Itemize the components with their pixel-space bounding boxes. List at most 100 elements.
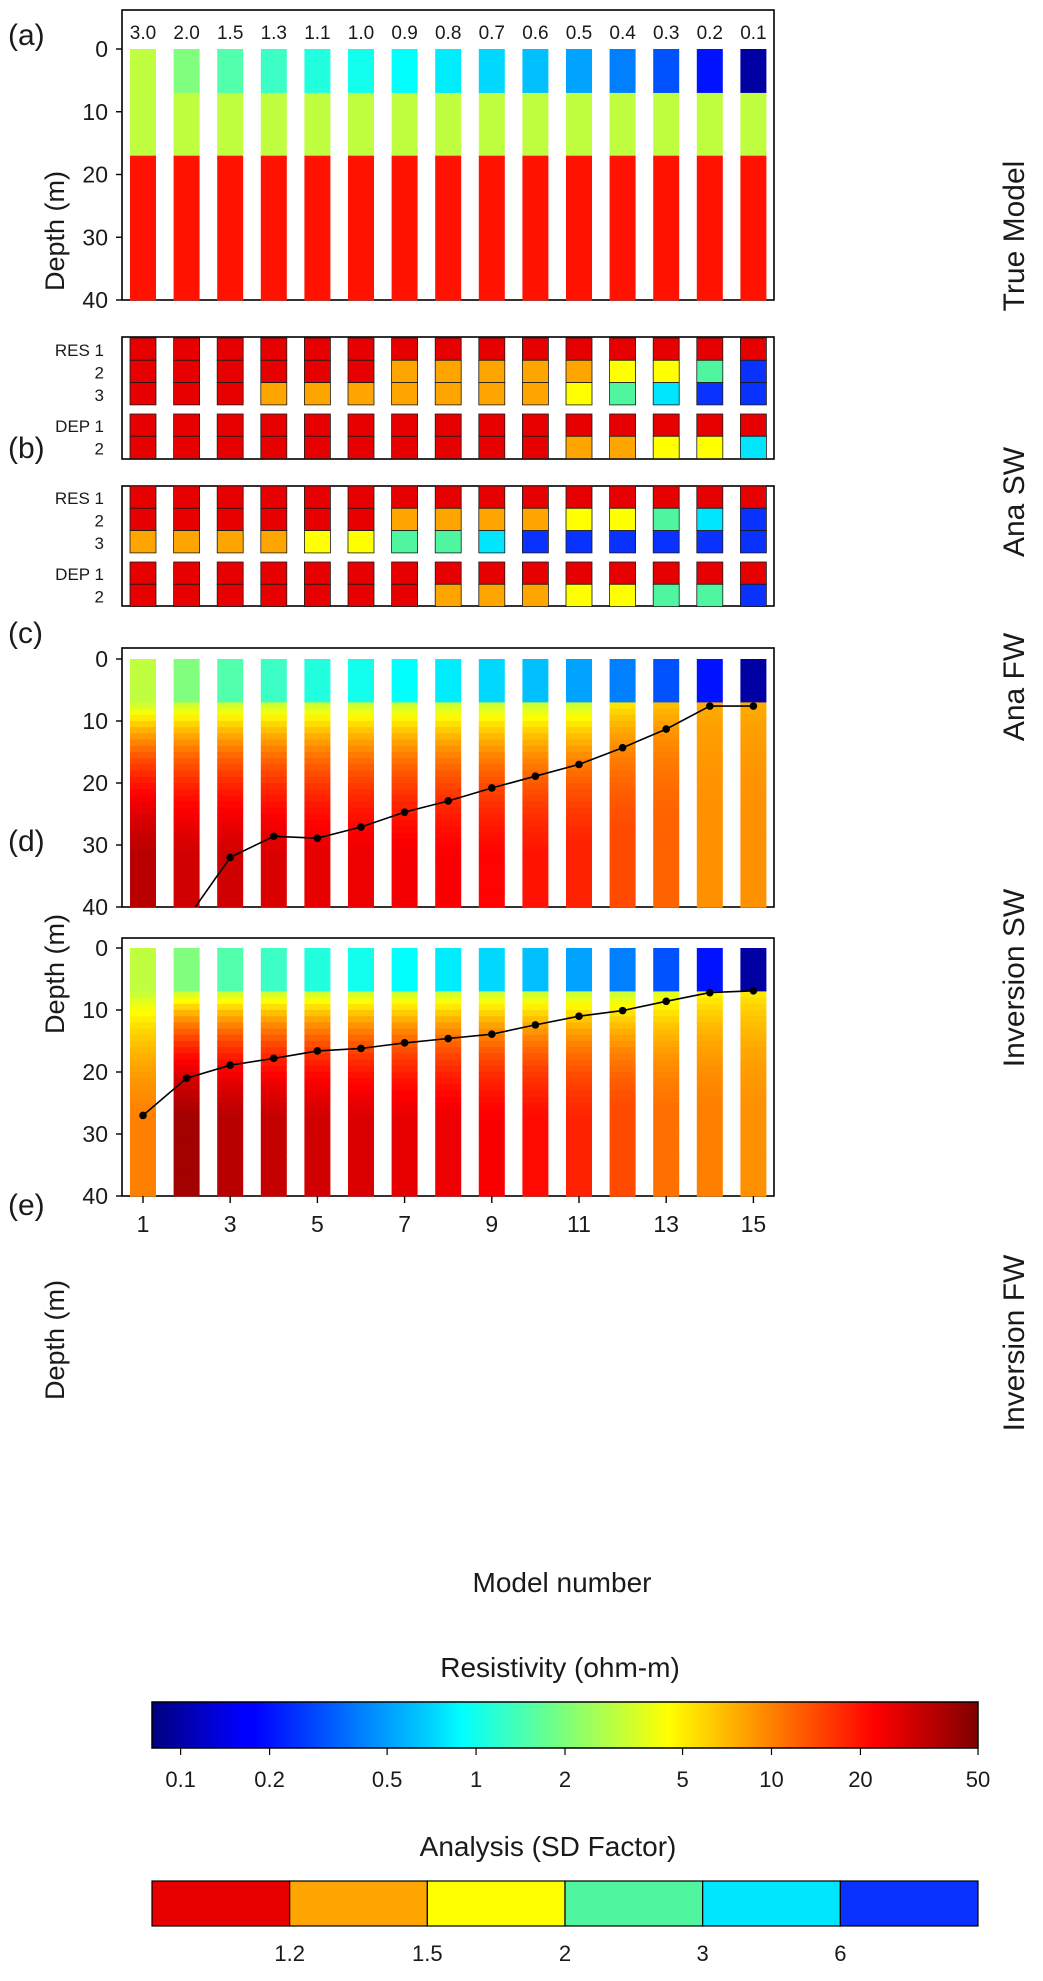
panel-e-smooth-cell <box>609 997 636 1005</box>
panel-d-smooth-cell <box>173 814 200 821</box>
panel-e-smooth-cell <box>304 1171 331 1178</box>
panel-e-smooth-cell <box>391 1115 418 1123</box>
panel-d-smooth-cell <box>217 838 244 846</box>
panel-e-smooth-cell <box>696 1090 723 1098</box>
panel-d-smooth-cell <box>522 863 549 871</box>
panel-e-smooth-cell <box>696 1028 723 1036</box>
panel-e-smooth-cell <box>130 1053 156 1061</box>
panel-d-smooth-cell <box>478 845 505 852</box>
panel-d-smooth-cell <box>435 900 462 908</box>
analysis-colorbar: Analysis (SD Factor) <box>420 1831 677 1862</box>
panel-e-smooth-cell <box>304 1059 331 1067</box>
panel-b-dep-cell <box>260 435 288 459</box>
panel-c-res-cell <box>696 485 724 509</box>
panel-e-smooth-cell <box>173 1010 200 1017</box>
panel-c-dep-cell <box>565 561 593 585</box>
panel-e-smooth-cell <box>478 1084 505 1092</box>
panel-a-layer-cell <box>173 49 200 94</box>
panel-d-smooth-cell <box>478 820 505 827</box>
panel-e-smooth-cell <box>696 1121 723 1129</box>
panel-e-smooth-cell <box>217 1022 244 1030</box>
panel-d-smooth-cell <box>740 894 767 902</box>
panel-d-smooth-cell <box>566 733 592 741</box>
panel-e-smooth-cell <box>217 1109 244 1116</box>
panel-d-smooth-cell <box>304 714 331 722</box>
panel-a-layer-cell <box>478 92 505 157</box>
panel-a-depth-tick-label: 0 <box>95 36 108 62</box>
panel-e-smooth-cell <box>348 1090 374 1098</box>
panel-d-smooth-cell <box>696 714 723 722</box>
panel-d-smooth-cell <box>217 758 244 765</box>
panel-d-smooth-cell <box>653 770 680 778</box>
panel-d-smooth-cell <box>740 826 767 834</box>
panel-b-dep-cell <box>652 435 680 459</box>
panel-a-layer-cell <box>566 49 592 94</box>
panel-c-res-cell <box>434 485 462 509</box>
panel-b-res-cell <box>303 382 331 406</box>
panel-b-res-cell <box>129 359 157 383</box>
panel-e-smooth-cell <box>130 1065 156 1073</box>
panel-e-smooth-cell <box>173 1059 200 1067</box>
panel-d-smooth-cell <box>348 857 374 865</box>
panel-d-smooth-cell <box>696 776 723 784</box>
panel-d-smooth-cell <box>304 776 331 784</box>
panel-d-side-label: Inversion SW <box>998 888 1031 1067</box>
panel-e-smooth-cell <box>304 1065 331 1073</box>
panel-a-layer-cell <box>740 92 767 157</box>
panel-d-smooth-cell <box>435 702 462 710</box>
panel-d-smooth-cell <box>478 795 505 803</box>
panel-e-smooth-cell <box>522 1010 549 1017</box>
panel-d-smooth-cell <box>566 851 592 858</box>
panel-e-smooth-cell <box>740 1115 767 1123</box>
panel-d-smooth-cell <box>391 770 418 778</box>
panel-d-smooth-cell <box>348 882 374 889</box>
panel-e-smooth-cell <box>740 1096 767 1104</box>
panel-d-layer1-cell <box>522 659 549 703</box>
panel-d-doi-point <box>662 725 670 733</box>
panel-d-smooth-cell <box>173 900 200 908</box>
panel-e-smooth-cell <box>522 1090 549 1098</box>
panel-e-smooth-cell <box>566 1140 592 1147</box>
panel-a-layer-cell <box>696 92 723 157</box>
panel-b-res-cell <box>260 382 288 406</box>
panel-d-smooth-cell <box>740 795 767 803</box>
panel-e-doi-point <box>400 1039 409 1047</box>
panel-e-smooth-cell <box>304 1096 331 1104</box>
panel-b-res-cell <box>129 337 157 361</box>
panel-d-smooth-cell <box>522 702 549 710</box>
panel-d-smooth-cell <box>348 789 374 796</box>
panel-d-smooth-cell <box>217 708 244 716</box>
panel-e-smooth-cell <box>435 1084 462 1092</box>
panel-d-smooth-cell <box>391 801 418 809</box>
panel-e-smooth-cell <box>653 1034 680 1042</box>
panel-b-dep-cell <box>740 413 767 437</box>
panel-e-smooth-cell <box>391 1010 418 1017</box>
panel-d-smooth-cell <box>435 869 462 877</box>
panel-e-smooth-cell <box>696 1183 723 1191</box>
analysis-colorbar-tick-label: 1.5 <box>412 1941 443 1966</box>
panel-d-smooth-cell <box>435 745 462 753</box>
panel-c-dep-row-label: DEP 1 <box>55 565 104 584</box>
panel-e-smooth-cell <box>653 1041 680 1048</box>
panel-e-smooth-cell <box>348 1171 374 1178</box>
panel-e-smooth-cell <box>304 1028 331 1036</box>
panel-d-smooth-cell <box>478 770 505 778</box>
panel-e-smooth-cell <box>609 1034 636 1042</box>
panel-e-smooth-cell <box>391 1146 418 1154</box>
panel-e-smooth-cell <box>304 1177 331 1185</box>
panel-d-smooth-cell <box>566 789 592 796</box>
panel-e-smooth-cell <box>130 1158 156 1166</box>
panel-d-smooth-cell <box>130 814 156 821</box>
panel-b-res-cell <box>391 359 419 383</box>
panel-e-smooth-cell <box>391 997 418 1005</box>
panel-d-smooth-cell <box>391 838 418 846</box>
panel-d-smooth-cell <box>304 733 331 741</box>
panel-e-smooth-cell <box>391 1078 418 1085</box>
panel-d-smooth-cell <box>609 721 636 728</box>
panel-d-smooth-cell <box>653 876 680 883</box>
panel-e-smooth-cell <box>130 1183 156 1191</box>
panel-a-layer-cell <box>522 49 549 94</box>
panel-d-smooth-cell <box>173 857 200 865</box>
panel-e-smooth-cell <box>348 1152 374 1160</box>
panel-a-layer-cell <box>435 49 462 94</box>
